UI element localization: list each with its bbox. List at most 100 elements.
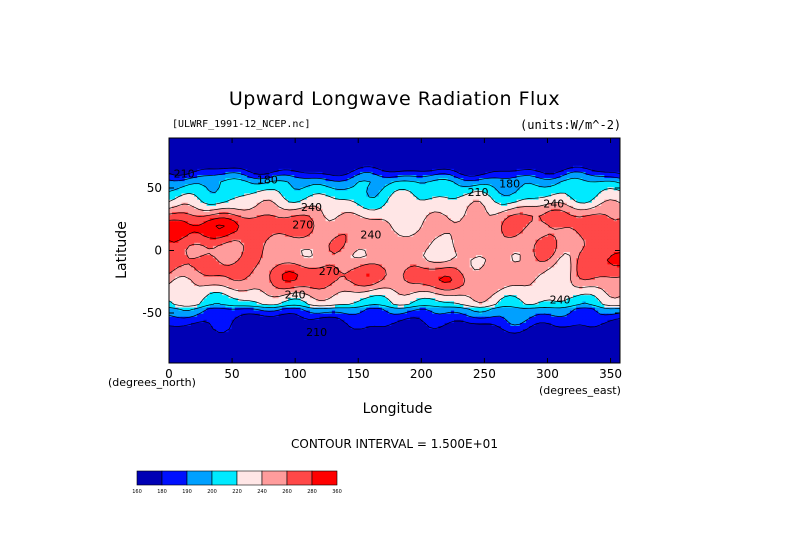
- field-cell: [538, 162, 543, 167]
- field-cell: [297, 178, 302, 182]
- field-cell: [407, 178, 411, 182]
- field-cell: [475, 153, 480, 158]
- field-cell: [576, 187, 580, 191]
- field-cell: [472, 178, 477, 182]
- field-cell: [334, 159, 339, 164]
- field-cell: [566, 144, 571, 148]
- field-cell: [306, 138, 311, 142]
- field-cell: [175, 144, 179, 148]
- field-cell: [316, 150, 320, 155]
- field-cell: [450, 187, 455, 191]
- field-cell: [551, 159, 555, 164]
- field-cell: [500, 144, 505, 148]
- field-cell: [400, 141, 405, 145]
- field-cell: [441, 168, 446, 173]
- field-cell: [463, 181, 468, 185]
- field-cell: [497, 184, 502, 188]
- field-cell: [410, 165, 414, 170]
- field-cell: [601, 147, 605, 151]
- field-cell: [347, 193, 352, 198]
- field-cell: [262, 144, 267, 148]
- field-cell: [353, 159, 358, 164]
- field-cell: [394, 178, 399, 182]
- field-cell: [529, 159, 533, 164]
- field-cell: [219, 162, 223, 167]
- field-cell: [190, 153, 195, 158]
- field-cell: [444, 147, 449, 151]
- field-cell: [516, 184, 521, 188]
- field-cell: [566, 162, 571, 167]
- field-cell: [413, 184, 418, 188]
- field-cell: [294, 159, 299, 164]
- field-cell: [582, 147, 587, 151]
- field-cell: [391, 165, 396, 170]
- field-cell: [454, 190, 458, 195]
- field-cell: [416, 147, 421, 151]
- field-cell: [432, 144, 436, 148]
- field-cell: [522, 184, 527, 188]
- field-cell: [541, 165, 546, 170]
- field-cell: [250, 144, 255, 148]
- field-cell: [510, 150, 515, 155]
- field-cell: [297, 190, 302, 195]
- field-cell: [350, 165, 355, 170]
- field-cell: [479, 153, 483, 158]
- field-cell: [479, 178, 483, 182]
- field-cell: [560, 171, 565, 176]
- field-cell: [403, 190, 408, 195]
- field-cell: [529, 147, 533, 151]
- field-cell: [353, 187, 358, 191]
- field-cell: [522, 156, 527, 161]
- field-cell: [331, 184, 336, 188]
- field-cell: [366, 144, 371, 148]
- field-cell: [504, 138, 508, 142]
- field-cell: [269, 193, 273, 198]
- field-cell: [588, 178, 593, 182]
- field-cell: [272, 193, 277, 198]
- units-label: (units:W/m^-2): [520, 118, 622, 132]
- field-cell: [485, 193, 490, 198]
- field-cell: [184, 153, 189, 158]
- field-cell: [215, 178, 220, 182]
- field-cell: [504, 144, 508, 148]
- field-cell: [407, 171, 411, 176]
- field-cell: [400, 171, 405, 176]
- field-cell: [206, 165, 211, 170]
- field-cell: [569, 174, 574, 179]
- field-cell: [601, 171, 605, 176]
- field-cell: [259, 147, 264, 151]
- field-cell: [591, 174, 596, 179]
- field-cell: [234, 190, 239, 195]
- field-cell: [385, 165, 389, 170]
- field-cell: [313, 171, 317, 176]
- field-cell: [616, 159, 620, 164]
- field-cell: [313, 162, 317, 167]
- field-cell: [331, 168, 336, 173]
- field-cell: [513, 187, 518, 191]
- field-cell: [200, 144, 205, 148]
- field-cell: [613, 159, 618, 164]
- field-cell: [500, 165, 505, 170]
- field-cell: [316, 184, 320, 188]
- field-cell: [231, 184, 236, 188]
- field-cell: [541, 171, 546, 176]
- field-cell: [309, 141, 314, 145]
- field-cell: [331, 174, 336, 179]
- field-cell: [372, 168, 377, 173]
- field-cell: [569, 162, 574, 167]
- field-cell: [541, 187, 546, 191]
- field-cell: [281, 190, 286, 195]
- field-cell: [485, 168, 490, 173]
- field-cell: [228, 147, 233, 151]
- field-cell: [319, 138, 324, 142]
- field-cell: [237, 187, 242, 191]
- field-cell: [494, 171, 499, 176]
- field-cell: [494, 147, 499, 151]
- field-cell: [372, 156, 377, 161]
- field-cell: [472, 168, 477, 173]
- field-cell: [494, 165, 499, 170]
- field-cell: [397, 178, 402, 182]
- field-cell: [366, 187, 371, 191]
- field-cell: [206, 187, 211, 191]
- field-cell: [432, 162, 436, 167]
